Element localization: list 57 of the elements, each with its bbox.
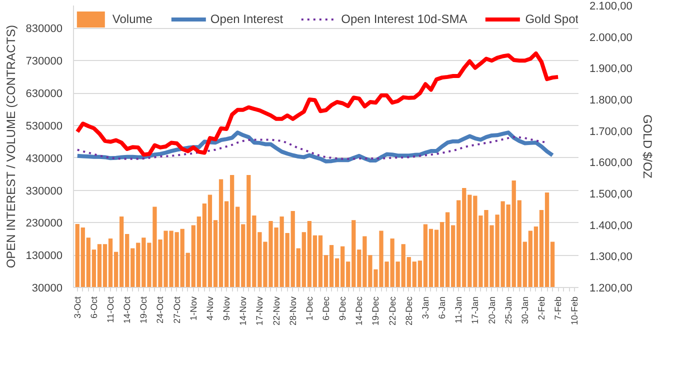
- x-tick-label: 28-Nov: [288, 296, 298, 326]
- x-tick-label: 9-Dec: [338, 296, 348, 321]
- y-tick-label: 30000: [32, 282, 63, 294]
- y2-tick-label: 1.400,00: [590, 220, 632, 232]
- y-tick-label: 530000: [26, 120, 63, 132]
- x-tick-label: 4-Nov: [204, 296, 215, 321]
- legend-label: Volume: [112, 12, 152, 26]
- y2-tick-label: 1.700,00: [590, 126, 632, 138]
- x-tick-label: 3-Oct: [72, 296, 82, 319]
- x-tick-label: 20-Jan: [486, 296, 497, 324]
- y2-tick-label: 1.800,00: [590, 94, 632, 106]
- x-tick-label: 6-Dec: [321, 296, 331, 321]
- x-tick-label: 30-Jan: [520, 296, 530, 324]
- y2-tick-label: 1.300,00: [590, 251, 632, 264]
- x-tick-label: 22-Dec: [387, 296, 398, 326]
- y-tick-label: 330000: [26, 185, 63, 198]
- y-tick-label: 430000: [26, 152, 63, 165]
- y2-axis-title: GOLD $/OZ: [640, 114, 654, 179]
- line-series: [75, 51, 560, 157]
- x-tick-label: 17-Nov: [254, 296, 265, 326]
- y2-tick-label: 1.900,00: [590, 63, 632, 76]
- y-axis-title: OPEN INTEREST / VOLUME (CONTRACTS): [4, 25, 18, 268]
- x-tick-label: 17-Jan: [470, 296, 480, 324]
- x-tick-label: 1-Dec: [304, 296, 314, 321]
- x-tick-label: 25-Jan: [503, 296, 514, 324]
- y2-tick-label: 2.000,00: [590, 32, 632, 44]
- x-tick-label: 22-Nov: [271, 296, 282, 326]
- x-tick-label: 11-Oct: [106, 296, 116, 323]
- y-tick-label: 130000: [26, 250, 63, 262]
- x-tick-label: 14-Oct: [122, 296, 132, 324]
- x-tick-label: 3-Jan: [420, 296, 430, 320]
- x-tick-label: 6-Jan: [437, 296, 448, 320]
- y2-tick-label: 1.200,00: [590, 282, 632, 294]
- x-tick-label: 19-Dec: [370, 296, 381, 326]
- legend-label: Open Interest: [210, 12, 284, 26]
- x-tick-label: 19-Oct: [138, 296, 149, 324]
- y-tick-label: 830000: [26, 23, 63, 36]
- x-tick-label: 6-Oct: [88, 296, 99, 319]
- x-tick-label: 1-Nov: [188, 296, 198, 321]
- x-tick-label: 27-Oct: [172, 296, 182, 324]
- x-tick-label: 10-Feb: [570, 296, 580, 326]
- y-tick-label: 630000: [26, 88, 63, 100]
- x-tick-label: 9-Nov: [222, 296, 232, 321]
- y2-tick-label: 1.600,00: [590, 157, 632, 170]
- x-tick-label: 2-Feb: [536, 296, 546, 320]
- y2-tick-label: 1.500,00: [590, 188, 632, 200]
- x-tick-label: 28-Dec: [404, 296, 414, 326]
- line-series: [75, 130, 555, 164]
- y-tick-label: 730000: [26, 56, 63, 68]
- x-tick-label: 7-Feb: [553, 296, 564, 320]
- x-tick-label: 24-Oct: [155, 296, 166, 324]
- y-tick-label: 230000: [26, 218, 63, 230]
- x-tick-label: 11-Jan: [454, 296, 464, 324]
- legend-label: Open Interest 10d-SMA: [341, 12, 468, 26]
- x-tick-label: 14-Dec: [354, 296, 364, 326]
- y2-tick-label: 2.100,00: [590, 0, 632, 12]
- x-tick-label: 14-Nov: [238, 296, 248, 326]
